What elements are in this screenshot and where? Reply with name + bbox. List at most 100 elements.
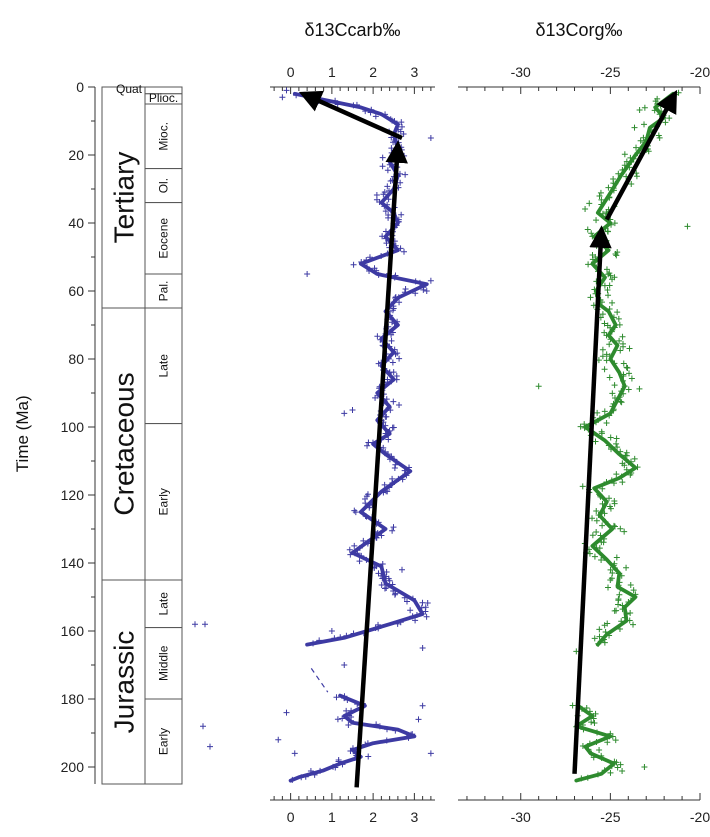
period-label: Cretaceous xyxy=(109,372,140,515)
epoch-box xyxy=(144,103,183,170)
data-point xyxy=(586,550,593,557)
data-point-outlier xyxy=(684,223,691,230)
x-axis-bottom-1-tick-label: 0 xyxy=(287,809,295,825)
trend-arrow-1-1 xyxy=(298,90,403,141)
data-point xyxy=(356,558,363,565)
data-point xyxy=(620,360,627,367)
data-point xyxy=(656,134,663,141)
period-box xyxy=(101,579,146,785)
data-point-outlier xyxy=(275,736,282,743)
x-axis-bottom-2: -30 -25 -20 xyxy=(458,793,710,825)
data-point-outlier xyxy=(641,764,648,770)
x-axis-bottom-1: 0 1 2 3 xyxy=(270,793,435,825)
data-point xyxy=(391,464,398,471)
data-point xyxy=(605,292,612,299)
time-tick-label-100: 100 xyxy=(61,419,85,435)
epoch-label: Plioc. xyxy=(149,91,178,105)
data-point xyxy=(346,546,353,553)
data-point xyxy=(400,131,407,138)
data-point xyxy=(407,607,414,614)
data-point xyxy=(384,183,391,190)
period-label: Jurassic xyxy=(109,631,140,734)
data-point xyxy=(641,121,648,128)
data-point xyxy=(607,505,614,512)
data-point-outlier xyxy=(419,702,426,709)
data-point xyxy=(374,333,381,340)
data-point xyxy=(615,601,622,608)
data-point xyxy=(596,626,603,633)
data-point xyxy=(606,374,613,381)
data-point xyxy=(623,364,630,371)
data-point-outlier xyxy=(341,410,348,417)
data-point xyxy=(390,424,397,431)
data-point xyxy=(616,591,623,598)
data-point xyxy=(391,591,398,598)
trend-arrow-2-1 xyxy=(604,89,678,221)
data-point xyxy=(396,355,403,362)
data-point xyxy=(606,270,613,277)
data-point xyxy=(592,438,599,445)
data-point xyxy=(593,529,600,536)
data-point xyxy=(614,309,621,316)
data-point xyxy=(607,769,614,776)
x-axis-top-2-tick-label: -20 xyxy=(690,64,710,80)
data-point xyxy=(350,261,357,268)
data-point xyxy=(596,193,603,200)
epoch-box xyxy=(144,698,183,785)
data-point xyxy=(585,261,592,268)
data-point-outlier xyxy=(419,645,426,651)
data-point xyxy=(601,320,608,327)
time-axis-title: Time (Ma) xyxy=(13,395,32,472)
data-point-outlier xyxy=(328,628,335,634)
epoch-label: Early xyxy=(157,728,171,755)
data-point-outlier xyxy=(427,750,434,757)
data-point xyxy=(631,124,638,131)
epoch-label: Mioc. xyxy=(157,122,171,151)
data-point xyxy=(615,315,622,322)
data-point-outlier xyxy=(291,750,298,757)
epoch-box xyxy=(144,579,183,629)
data-point xyxy=(613,252,620,259)
data-point xyxy=(616,321,623,328)
data-point xyxy=(352,509,359,516)
data-point xyxy=(593,217,600,224)
epoch-label: Eocene xyxy=(157,218,171,259)
data-point xyxy=(591,553,598,560)
data-point xyxy=(390,398,397,405)
data-point xyxy=(637,137,644,144)
data-point xyxy=(607,566,614,573)
data-point xyxy=(666,115,673,122)
data-point xyxy=(586,200,593,207)
data-point xyxy=(422,608,429,615)
data-point-outlier xyxy=(349,407,356,413)
data-point xyxy=(611,607,618,614)
epoch-box xyxy=(144,627,183,700)
data-point xyxy=(383,240,390,247)
data-point xyxy=(630,621,637,628)
series-smoothed-2-1 xyxy=(574,703,616,783)
data-point xyxy=(599,311,606,318)
time-tick-label-60: 60 xyxy=(68,283,84,299)
data-point xyxy=(365,753,372,760)
data-point xyxy=(593,507,600,514)
epoch-box xyxy=(144,307,183,425)
data-point xyxy=(351,507,358,514)
data-point-outlier xyxy=(202,621,208,628)
data-point xyxy=(598,557,605,564)
data-point xyxy=(627,609,634,616)
data-point xyxy=(379,154,386,161)
series-smoothed-1-0 xyxy=(292,91,429,647)
data-point xyxy=(624,365,631,372)
geologic-timescale: Tertiary Cretaceous Jurassic Quat Plioc. Mioc… xyxy=(101,82,183,785)
data-point xyxy=(398,123,405,130)
data-point xyxy=(616,337,623,344)
data-point xyxy=(599,346,606,353)
data-point xyxy=(614,444,621,451)
data-point xyxy=(579,483,586,490)
data-point-outlier xyxy=(427,277,434,284)
data-point xyxy=(382,208,389,215)
data-point xyxy=(627,582,634,589)
data-point-outlier xyxy=(304,271,311,277)
data-point xyxy=(591,719,598,726)
data-point xyxy=(607,576,614,583)
